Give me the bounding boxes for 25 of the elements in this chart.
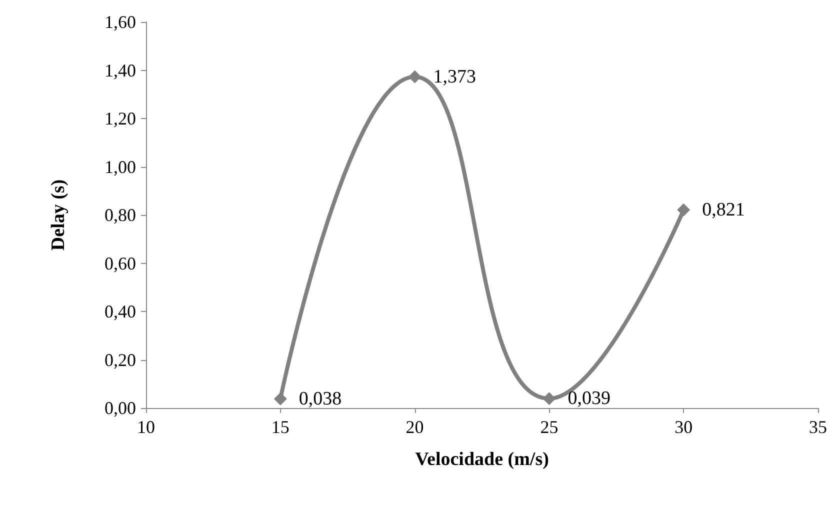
y-axis-title: Delay (s) (48, 179, 69, 251)
y-tick-label: 1,60 (104, 12, 136, 32)
data-label: 0,821 (702, 199, 745, 220)
data-label: 1,373 (433, 66, 476, 88)
x-tick-label: 20 (406, 417, 424, 437)
x-axis-title: Velocidade (m/s) (415, 449, 549, 470)
point (274, 392, 287, 406)
y-tick-label: 1,00 (104, 156, 136, 177)
x-tick-label: 35 (809, 417, 827, 437)
point (677, 203, 690, 216)
x-tick-label: 25 (540, 417, 558, 437)
point (408, 70, 422, 84)
y-tick-label: 1,40 (104, 60, 136, 80)
y-tick-label: 0,80 (104, 205, 136, 225)
data-label: 0,038 (298, 388, 342, 410)
y-tick-label: 0,20 (104, 350, 136, 370)
x-tick-label: 30 (674, 417, 693, 437)
y-tick-label: 0,40 (104, 302, 136, 322)
x-tick-label: 15 (271, 417, 290, 437)
y-tick-label: 0,00 (104, 398, 136, 418)
y-tick-label: 0,60 (104, 253, 136, 274)
point (542, 392, 556, 406)
x-tick-label: 10 (137, 417, 155, 437)
y-tick-label: 1,20 (104, 108, 136, 128)
data-label: 0,039 (568, 388, 610, 410)
